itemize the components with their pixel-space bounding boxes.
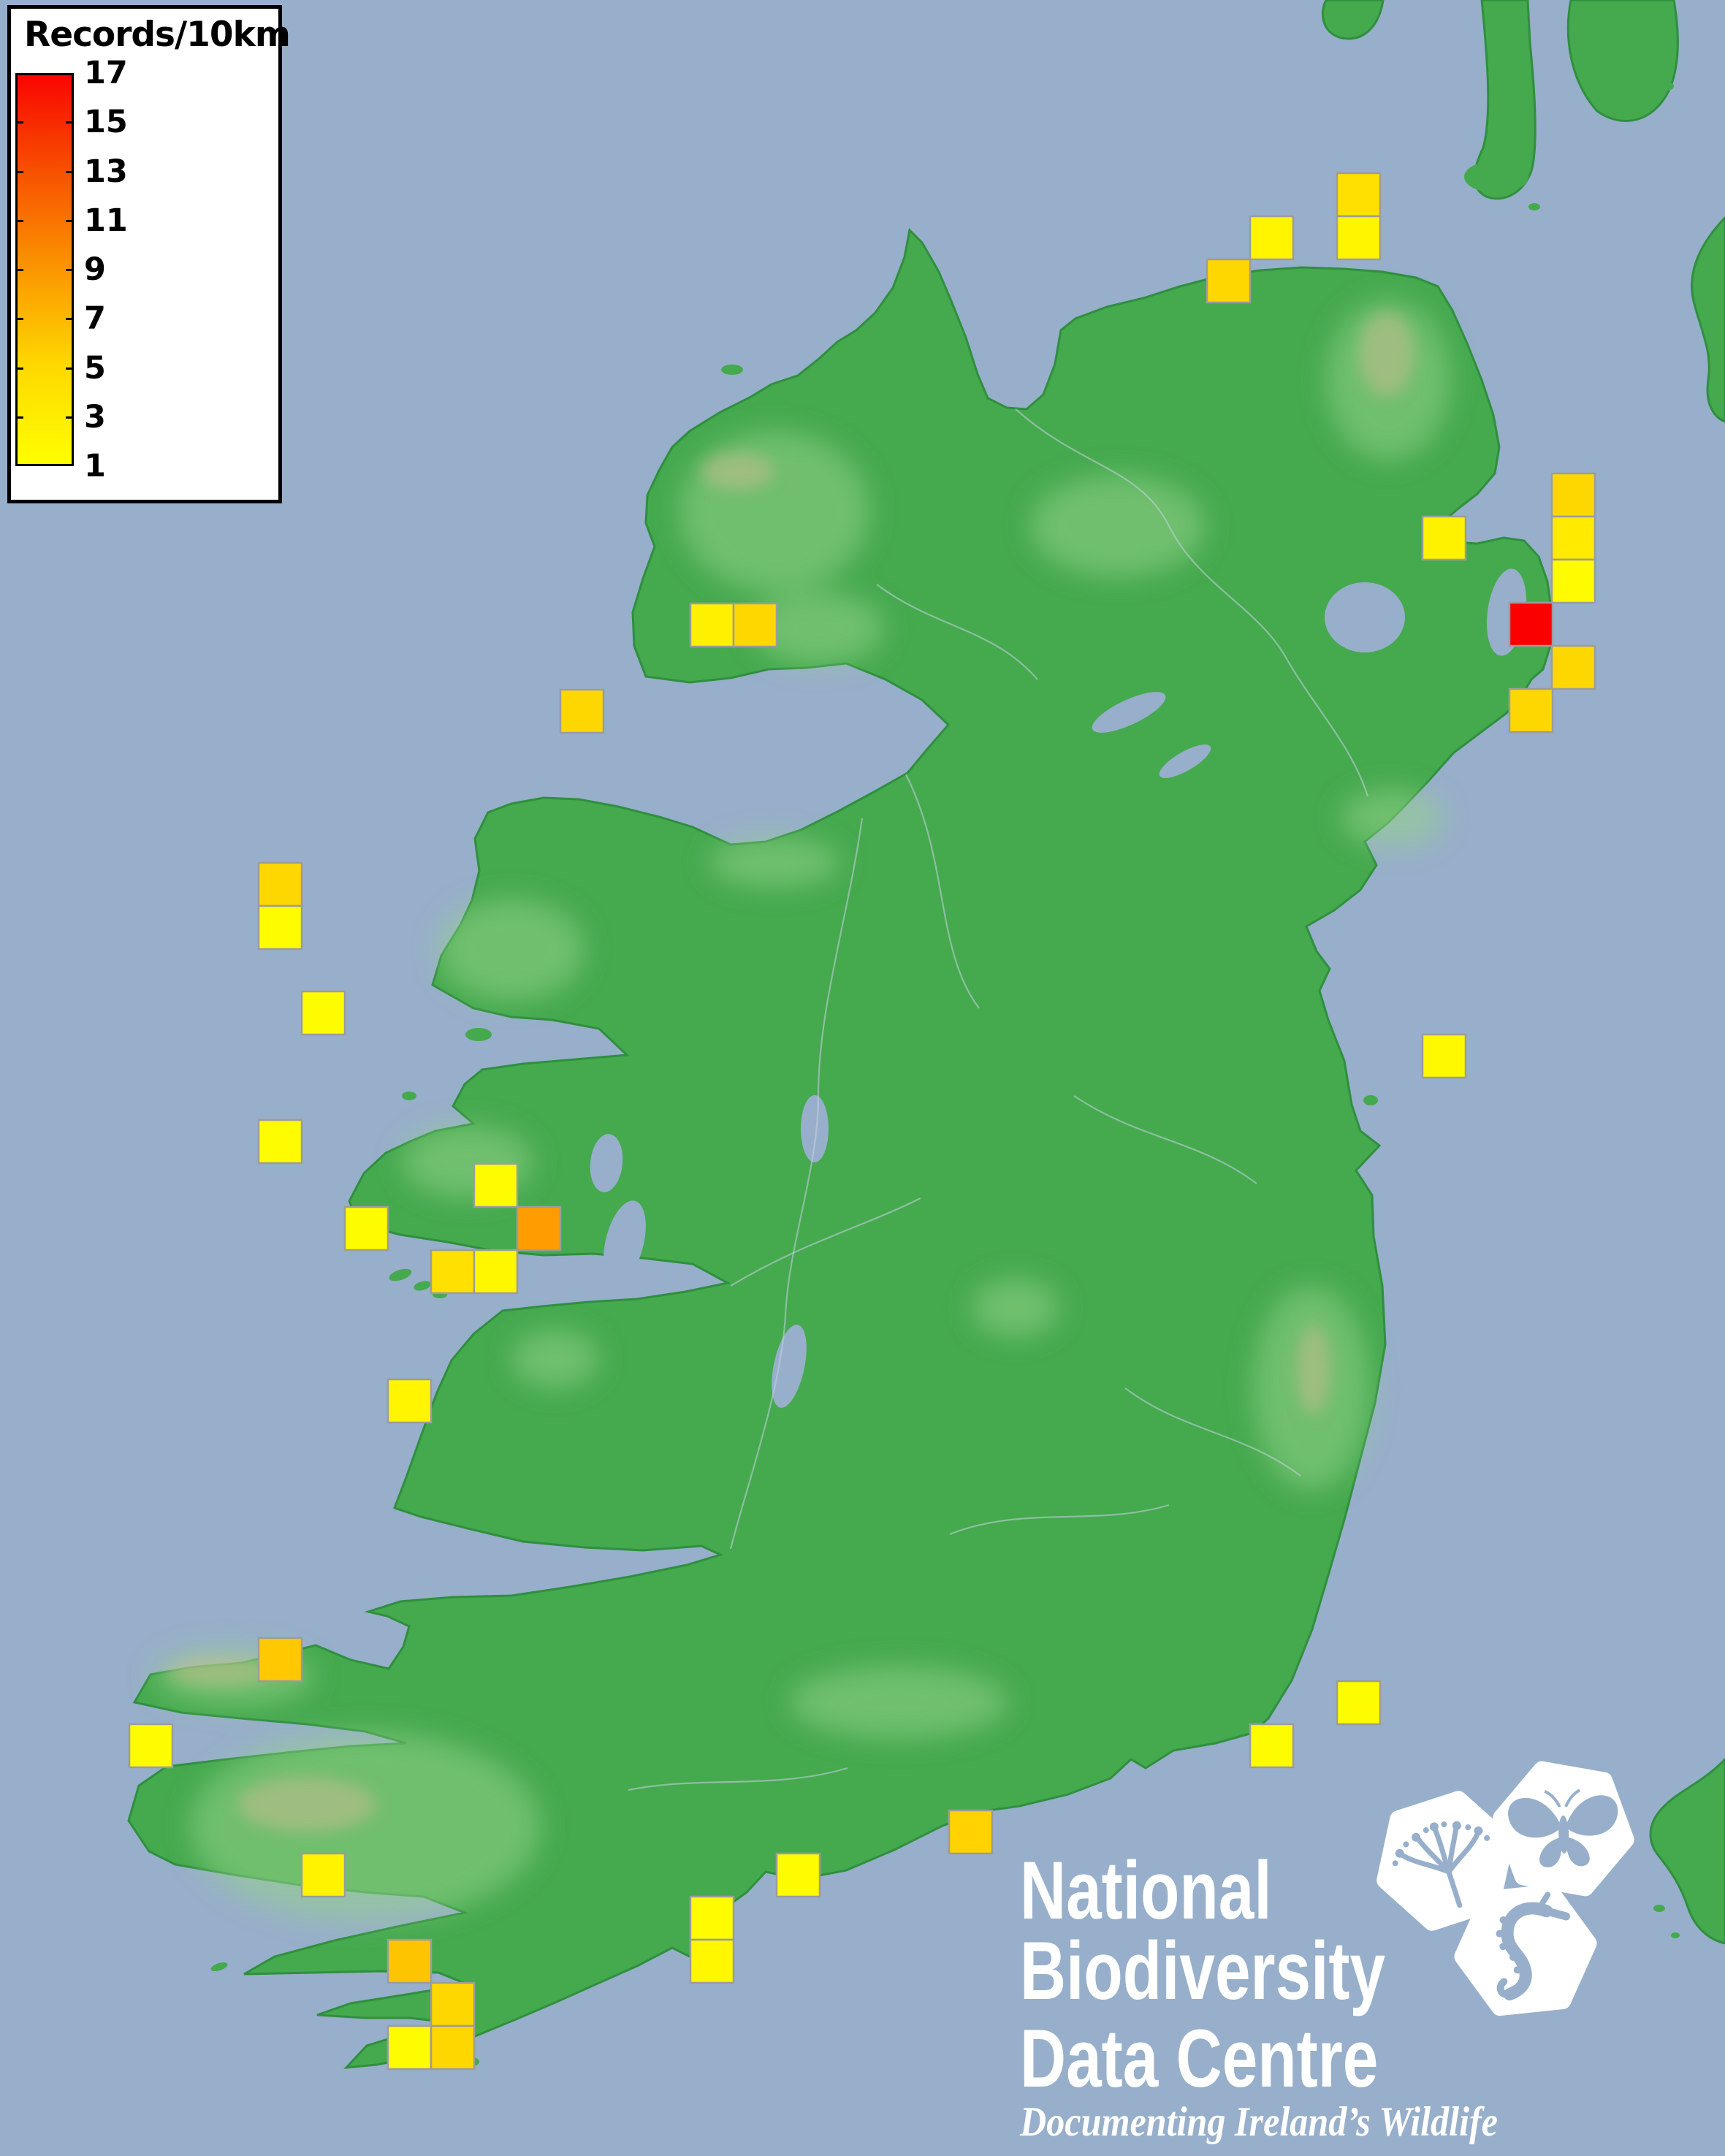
record-grid-cell bbox=[516, 1205, 562, 1252]
plant-icon bbox=[1368, 1790, 1521, 1932]
legend-tick-mark bbox=[66, 367, 74, 370]
legend-tick-mark bbox=[15, 269, 23, 271]
record-grid-cell bbox=[689, 602, 735, 648]
lake-lough-erne-lower bbox=[1092, 692, 1166, 733]
legend-color-bar bbox=[15, 73, 74, 466]
record-grid-cell bbox=[689, 1895, 735, 1941]
legend-tick-mark bbox=[66, 121, 74, 124]
legend-tick-label: 1 bbox=[84, 448, 106, 484]
lake-lough-ree bbox=[801, 1095, 829, 1162]
legend-tick-label: 5 bbox=[84, 349, 106, 386]
lake-lough-derg bbox=[772, 1325, 807, 1408]
record-grid-cell bbox=[343, 1205, 389, 1252]
record-grid-cell bbox=[1249, 1723, 1295, 1769]
record-grid-cell bbox=[775, 1852, 821, 1898]
record-grid-cell bbox=[386, 2024, 433, 2071]
record-grid-cell bbox=[257, 861, 303, 907]
legend-tick-mark bbox=[66, 170, 74, 173]
legend-tick-label: 15 bbox=[84, 104, 128, 141]
lakes bbox=[590, 568, 1527, 1408]
record-grid-cell bbox=[1249, 215, 1295, 261]
record-grid-cell bbox=[1550, 558, 1596, 604]
logo-tagline: Documenting Ireland’s Wildlife bbox=[1020, 2099, 1498, 2145]
record-grid-cell bbox=[732, 602, 778, 648]
scotland-coast bbox=[1321, 0, 1725, 423]
record-grid-cell bbox=[473, 1162, 519, 1208]
record-grid-cell bbox=[1336, 1680, 1382, 1726]
record-grid-cell bbox=[473, 1249, 519, 1295]
legend-tick-mark bbox=[66, 416, 74, 419]
records-legend: Records/10km 17 15 13 11 9 7 5 3 1 bbox=[7, 5, 291, 503]
lake-lough-corrib bbox=[603, 1200, 646, 1284]
lake-lough-neagh bbox=[1325, 582, 1405, 652]
logo-line-3: Data Centre bbox=[1020, 2013, 1379, 2104]
record-grid-cell bbox=[1550, 515, 1596, 561]
record-grid-cell bbox=[128, 1723, 174, 1769]
record-grid-cell bbox=[386, 1378, 433, 1424]
record-grid-cell bbox=[559, 688, 605, 734]
legend-tick-label: 17 bbox=[84, 55, 128, 91]
legend-tick-mark bbox=[15, 367, 23, 370]
record-grid-cell bbox=[300, 1852, 346, 1898]
record-grid-cell bbox=[430, 1249, 476, 1295]
legend-tick-label: 3 bbox=[84, 398, 106, 435]
legend-tick-mark bbox=[15, 170, 23, 173]
record-grid-cell bbox=[430, 1981, 476, 2027]
legend-tick-mark bbox=[66, 219, 74, 222]
relief-ridges bbox=[168, 312, 1414, 1832]
legend-tick-mark bbox=[15, 318, 23, 321]
record-grid-cell bbox=[1336, 215, 1382, 261]
record-grid-cell bbox=[948, 1809, 994, 1855]
legend-tick-label: 13 bbox=[84, 153, 128, 190]
record-grid-cell bbox=[430, 2024, 476, 2071]
lake-lough-erne-upper bbox=[1159, 744, 1211, 778]
record-squares-layer bbox=[128, 172, 1596, 2071]
record-grid-cell bbox=[1206, 258, 1252, 304]
legend-tick-mark bbox=[66, 318, 74, 321]
record-grid-cell bbox=[1550, 644, 1596, 690]
legend-tick-label: 9 bbox=[84, 251, 106, 288]
record-grid-cell bbox=[300, 990, 346, 1036]
logo-line-2: Biodiversity bbox=[1020, 1925, 1386, 2016]
legend-tick-label: 7 bbox=[84, 300, 106, 338]
lake-lough-mask bbox=[590, 1134, 623, 1192]
record-grid-cell bbox=[257, 1119, 303, 1165]
record-grid-cell bbox=[689, 1938, 735, 1984]
record-grid-cell bbox=[1550, 472, 1596, 518]
record-grid-cell bbox=[257, 1637, 303, 1683]
ireland-landmass bbox=[127, 227, 1553, 2069]
legend-tick-mark bbox=[66, 269, 74, 271]
record-grid-cell bbox=[257, 904, 303, 951]
legend-tick-mark bbox=[15, 416, 23, 419]
nbdc-logo-icons bbox=[1359, 1750, 1666, 2027]
boundary-lines bbox=[628, 408, 1369, 1791]
record-grid-cell bbox=[1508, 601, 1554, 647]
wales-coast bbox=[1649, 1757, 1725, 1945]
record-grid-cell bbox=[1421, 515, 1467, 561]
logo-line-1: National bbox=[1020, 1845, 1272, 1936]
record-grid-cell bbox=[386, 1938, 433, 1984]
legend-title: Records/10km bbox=[24, 15, 291, 55]
legend-tick-label: 11 bbox=[84, 202, 128, 239]
record-grid-cell bbox=[1336, 172, 1382, 218]
record-grid-cell bbox=[1508, 687, 1554, 734]
seahorse-icon bbox=[1458, 1889, 1594, 2010]
legend-tick-mark bbox=[15, 219, 23, 222]
record-grid-cell bbox=[1421, 1033, 1467, 1079]
legend-tick-mark bbox=[15, 121, 23, 124]
butterfly-icon bbox=[1492, 1764, 1634, 1893]
